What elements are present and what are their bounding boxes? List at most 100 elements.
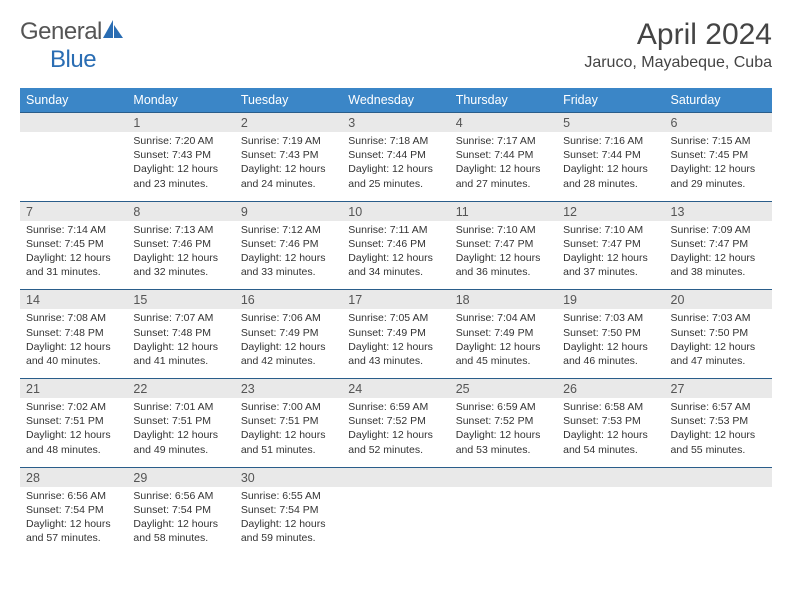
- daylight-text: Daylight: 12 hours and 49 minutes.: [133, 428, 228, 456]
- daylight-text: Daylight: 12 hours and 55 minutes.: [671, 428, 766, 456]
- sunset-text: Sunset: 7:46 PM: [133, 237, 228, 251]
- day-number: 28: [20, 468, 127, 487]
- sunset-text: Sunset: 7:53 PM: [671, 414, 766, 428]
- logo: GeneralBlue: [20, 18, 124, 74]
- page-title: April 2024: [584, 18, 772, 52]
- sunset-text: Sunset: 7:49 PM: [348, 326, 443, 340]
- day-number: 3: [342, 113, 449, 132]
- daylight-text: Daylight: 12 hours and 34 minutes.: [348, 251, 443, 279]
- daylight-text: Daylight: 12 hours and 36 minutes.: [456, 251, 551, 279]
- sunrise-text: Sunrise: 7:12 AM: [241, 223, 336, 237]
- daylight-text: Daylight: 12 hours and 57 minutes.: [26, 517, 121, 545]
- sunset-text: Sunset: 7:45 PM: [26, 237, 121, 251]
- day-body-cell: Sunrise: 7:19 AMSunset: 7:43 PMDaylight:…: [235, 132, 342, 201]
- day-number: 8: [127, 202, 234, 221]
- sunset-text: Sunset: 7:47 PM: [671, 237, 766, 251]
- day-body-cell: Sunrise: 7:03 AMSunset: 7:50 PMDaylight:…: [557, 309, 664, 378]
- day-body-row: Sunrise: 6:56 AMSunset: 7:54 PMDaylight:…: [20, 487, 772, 556]
- sunset-text: Sunset: 7:52 PM: [456, 414, 551, 428]
- day-number-cell: [20, 113, 127, 133]
- day-number-cell: 30: [235, 467, 342, 487]
- day-body-cell: Sunrise: 7:04 AMSunset: 7:49 PMDaylight:…: [450, 309, 557, 378]
- day-number: 20: [665, 290, 772, 309]
- day-body-row: Sunrise: 7:08 AMSunset: 7:48 PMDaylight:…: [20, 309, 772, 378]
- sunset-text: Sunset: 7:43 PM: [241, 148, 336, 162]
- sunset-text: Sunset: 7:44 PM: [563, 148, 658, 162]
- sunset-text: Sunset: 7:44 PM: [348, 148, 443, 162]
- day-number-row: 282930: [20, 467, 772, 487]
- day-body-cell: [557, 487, 664, 556]
- day-number-cell: 1: [127, 113, 234, 133]
- day-body-cell: Sunrise: 7:15 AMSunset: 7:45 PMDaylight:…: [665, 132, 772, 201]
- sunset-text: Sunset: 7:46 PM: [241, 237, 336, 251]
- day-number: 9: [235, 202, 342, 221]
- sunset-text: Sunset: 7:49 PM: [241, 326, 336, 340]
- day-number-cell: 17: [342, 290, 449, 310]
- logo-text-general: General: [20, 18, 102, 45]
- daylight-text: Daylight: 12 hours and 40 minutes.: [26, 340, 121, 368]
- day-number: 30: [235, 468, 342, 487]
- sunrise-text: Sunrise: 7:20 AM: [133, 134, 228, 148]
- sunrise-text: Sunrise: 7:02 AM: [26, 400, 121, 414]
- sunset-text: Sunset: 7:54 PM: [241, 503, 336, 517]
- day-body-cell: Sunrise: 6:59 AMSunset: 7:52 PMDaylight:…: [450, 398, 557, 467]
- day-number: 7: [20, 202, 127, 221]
- sunrise-text: Sunrise: 7:06 AM: [241, 311, 336, 325]
- day-number: 24: [342, 379, 449, 398]
- title-block: April 2024 Jaruco, Mayabeque, Cuba: [584, 18, 772, 72]
- sunrise-text: Sunrise: 7:03 AM: [671, 311, 766, 325]
- day-body-cell: Sunrise: 6:56 AMSunset: 7:54 PMDaylight:…: [127, 487, 234, 556]
- day-number-cell: 15: [127, 290, 234, 310]
- day-number: 18: [450, 290, 557, 309]
- day-body-cell: Sunrise: 7:12 AMSunset: 7:46 PMDaylight:…: [235, 221, 342, 290]
- sunrise-text: Sunrise: 7:10 AM: [563, 223, 658, 237]
- day-number-row: 123456: [20, 113, 772, 133]
- sunset-text: Sunset: 7:53 PM: [563, 414, 658, 428]
- day-number: 19: [557, 290, 664, 309]
- sunrise-text: Sunrise: 6:59 AM: [456, 400, 551, 414]
- day-body-cell: Sunrise: 7:02 AMSunset: 7:51 PMDaylight:…: [20, 398, 127, 467]
- sunrise-text: Sunrise: 7:09 AM: [671, 223, 766, 237]
- sunset-text: Sunset: 7:48 PM: [26, 326, 121, 340]
- day-number-cell: 9: [235, 201, 342, 221]
- day-number-cell: 11: [450, 201, 557, 221]
- day-number-cell: [665, 467, 772, 487]
- day-body-cell: [665, 487, 772, 556]
- weekday-header: Saturday: [665, 88, 772, 113]
- day-body-cell: Sunrise: 6:56 AMSunset: 7:54 PMDaylight:…: [20, 487, 127, 556]
- sunset-text: Sunset: 7:46 PM: [348, 237, 443, 251]
- sunrise-text: Sunrise: 7:15 AM: [671, 134, 766, 148]
- sunrise-text: Sunrise: 6:57 AM: [671, 400, 766, 414]
- sunset-text: Sunset: 7:47 PM: [563, 237, 658, 251]
- sunset-text: Sunset: 7:44 PM: [456, 148, 551, 162]
- day-body-row: Sunrise: 7:20 AMSunset: 7:43 PMDaylight:…: [20, 132, 772, 201]
- sunset-text: Sunset: 7:43 PM: [133, 148, 228, 162]
- calendar-table: Sunday Monday Tuesday Wednesday Thursday…: [20, 88, 772, 555]
- day-body-cell: Sunrise: 7:07 AMSunset: 7:48 PMDaylight:…: [127, 309, 234, 378]
- sunset-text: Sunset: 7:50 PM: [563, 326, 658, 340]
- day-body-cell: Sunrise: 7:03 AMSunset: 7:50 PMDaylight:…: [665, 309, 772, 378]
- day-number: 4: [450, 113, 557, 132]
- day-body-cell: Sunrise: 7:13 AMSunset: 7:46 PMDaylight:…: [127, 221, 234, 290]
- day-body-cell: Sunrise: 7:09 AMSunset: 7:47 PMDaylight:…: [665, 221, 772, 290]
- day-body-cell: Sunrise: 6:59 AMSunset: 7:52 PMDaylight:…: [342, 398, 449, 467]
- day-body-cell: Sunrise: 7:16 AMSunset: 7:44 PMDaylight:…: [557, 132, 664, 201]
- day-number-cell: 22: [127, 379, 234, 399]
- day-number: 29: [127, 468, 234, 487]
- daylight-text: Daylight: 12 hours and 59 minutes.: [241, 517, 336, 545]
- day-number-cell: 21: [20, 379, 127, 399]
- daylight-text: Daylight: 12 hours and 25 minutes.: [348, 162, 443, 190]
- sunset-text: Sunset: 7:45 PM: [671, 148, 766, 162]
- day-number: 16: [235, 290, 342, 309]
- day-number: 17: [342, 290, 449, 309]
- day-number: 22: [127, 379, 234, 398]
- sunrise-text: Sunrise: 7:13 AM: [133, 223, 228, 237]
- day-body-row: Sunrise: 7:14 AMSunset: 7:45 PMDaylight:…: [20, 221, 772, 290]
- sunrise-text: Sunrise: 6:59 AM: [348, 400, 443, 414]
- day-body-cell: Sunrise: 7:14 AMSunset: 7:45 PMDaylight:…: [20, 221, 127, 290]
- header: GeneralBlue April 2024 Jaruco, Mayabeque…: [20, 18, 772, 74]
- day-number-cell: 29: [127, 467, 234, 487]
- day-number-cell: 20: [665, 290, 772, 310]
- daylight-text: Daylight: 12 hours and 45 minutes.: [456, 340, 551, 368]
- daylight-text: Daylight: 12 hours and 54 minutes.: [563, 428, 658, 456]
